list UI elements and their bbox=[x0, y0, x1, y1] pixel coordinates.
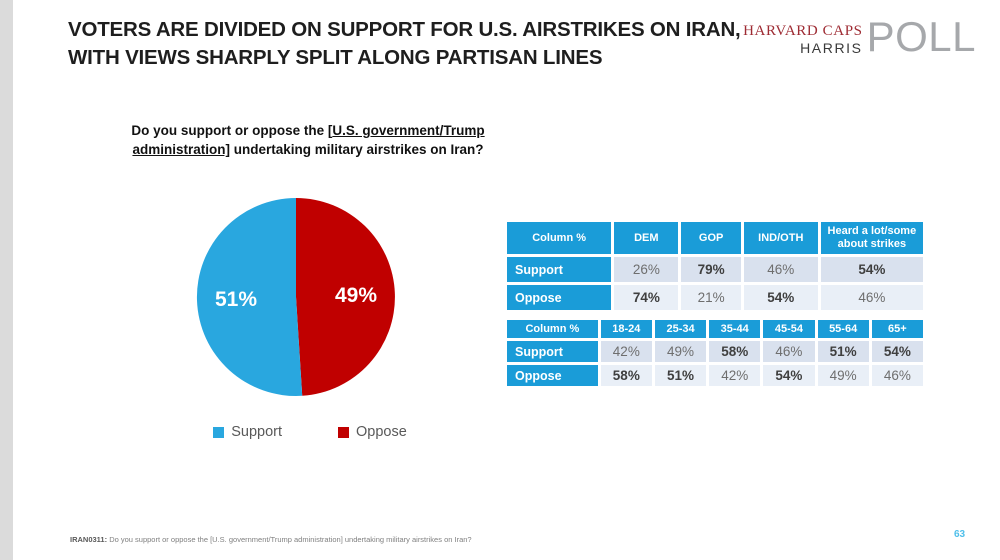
legend-label: Support bbox=[231, 424, 282, 440]
value-cell: 79% bbox=[681, 257, 741, 282]
logo-harvard-caps: HARVARD CAPS bbox=[743, 23, 863, 39]
value-cell: 51% bbox=[817, 341, 869, 362]
viewer-left-edge bbox=[0, 0, 13, 560]
value-cell: 46% bbox=[820, 285, 923, 310]
column-header: 55-64 bbox=[817, 320, 869, 338]
row-label: Oppose bbox=[507, 365, 598, 386]
legend-swatch-support bbox=[213, 426, 225, 438]
page-title: VOTERS ARE DIVIDED ON SUPPORT FOR U.S. A… bbox=[68, 16, 741, 72]
title-line-2: WITH VIEWS SHARPLY SPLIT ALONG PARTISAN … bbox=[68, 46, 603, 69]
legend-swatch-oppose bbox=[338, 426, 349, 438]
survey-question: Do you support or oppose the [U.S. gover… bbox=[112, 121, 504, 159]
table-header-row: Column % DEM GOP IND/OTH Heard a lot/some ab… bbox=[507, 222, 923, 254]
logo-text-block: HARVARD CAPS HARRIS bbox=[743, 23, 863, 57]
page-number: 63 bbox=[954, 529, 966, 540]
legend-item-support: Support bbox=[213, 424, 282, 440]
harvard-harris-poll-logo: HARVARD CAPS HARRIS POLL bbox=[743, 13, 976, 60]
pie-slice-oppose bbox=[296, 198, 395, 396]
value-cell: 54% bbox=[763, 365, 815, 386]
table-row-oppose: Oppose 58% 51% 42% 54% 49% 46% bbox=[507, 365, 923, 386]
value-cell: 46% bbox=[871, 365, 923, 386]
pie-data-label-support: 51% bbox=[215, 288, 257, 311]
column-header: DEM bbox=[614, 222, 679, 254]
table-row-support: Support 42% 49% 58% 46% 51% 54% bbox=[507, 341, 923, 362]
table-by-party-and-awareness: Column % DEM GOP IND/OTH Heard a lot/some ab… bbox=[507, 219, 923, 313]
pie-slice-support bbox=[196, 197, 303, 396]
value-cell: 46% bbox=[763, 341, 815, 362]
chart-legend: Support Oppose bbox=[150, 424, 470, 440]
column-header: 18-24 bbox=[600, 320, 652, 338]
pie-data-label-oppose: 49% bbox=[335, 284, 377, 307]
value-cell: 21% bbox=[681, 285, 741, 310]
table-header-row: Column % 18-24 25-34 35-44 45-54 55-64 65+ bbox=[507, 320, 923, 338]
row-label: Support bbox=[507, 341, 598, 362]
column-percent-header: Column % bbox=[507, 320, 598, 338]
column-header: Heard a lot/some about strikes bbox=[820, 222, 923, 254]
question-footnote: IRAN0311: Do you support or oppose the [… bbox=[70, 535, 472, 544]
question-post: undertaking military airstrikes on Iran? bbox=[229, 142, 484, 157]
value-cell: 74% bbox=[614, 285, 679, 310]
column-header: 25-34 bbox=[654, 320, 707, 338]
value-cell: 54% bbox=[820, 257, 923, 282]
column-header: 45-54 bbox=[763, 320, 815, 338]
column-header: GOP bbox=[681, 222, 741, 254]
value-cell: 26% bbox=[614, 257, 679, 282]
row-label: Support bbox=[507, 257, 612, 282]
value-cell: 54% bbox=[871, 341, 923, 362]
support-oppose-pie-chart: 49% 51% bbox=[196, 197, 395, 396]
logo-poll: POLL bbox=[866, 13, 976, 60]
value-cell: 58% bbox=[600, 365, 652, 386]
legend-label: Oppose bbox=[356, 424, 407, 440]
value-cell: 58% bbox=[709, 341, 761, 362]
table-row-oppose: Oppose 74% 21% 54% 46% bbox=[507, 285, 923, 310]
column-header: 35-44 bbox=[709, 320, 761, 338]
value-cell: 42% bbox=[709, 365, 761, 386]
value-cell: 51% bbox=[654, 365, 707, 386]
footnote-text: Do you support or oppose the [U.S. gover… bbox=[107, 535, 472, 544]
column-percent-header: Column % bbox=[507, 222, 612, 254]
value-cell: 49% bbox=[654, 341, 707, 362]
question-code: IRAN0311: bbox=[70, 535, 108, 544]
legend-item-oppose: Oppose bbox=[338, 424, 407, 440]
row-label: Oppose bbox=[507, 285, 612, 310]
value-cell: 49% bbox=[817, 365, 869, 386]
value-cell: 46% bbox=[743, 257, 818, 282]
column-header: 65+ bbox=[871, 320, 923, 338]
question-underlined: U.S. government/Trump administration] bbox=[132, 123, 485, 157]
table-row-support: Support 26% 79% 46% 54% bbox=[507, 257, 923, 282]
question-pre: Do you support or oppose the [ bbox=[131, 123, 333, 138]
title-line-1: VOTERS ARE DIVIDED ON SUPPORT FOR U.S. A… bbox=[68, 18, 741, 41]
table-by-age: Column % 18-24 25-34 35-44 45-54 55-64 65+ Supp… bbox=[507, 317, 923, 389]
value-cell: 54% bbox=[743, 285, 818, 310]
value-cell: 42% bbox=[600, 341, 652, 362]
logo-harris: HARRIS bbox=[800, 40, 863, 56]
column-header: IND/OTH bbox=[743, 222, 818, 254]
crosstab-tables: Column % DEM GOP IND/OTH Heard a lot/some ab… bbox=[507, 222, 923, 386]
